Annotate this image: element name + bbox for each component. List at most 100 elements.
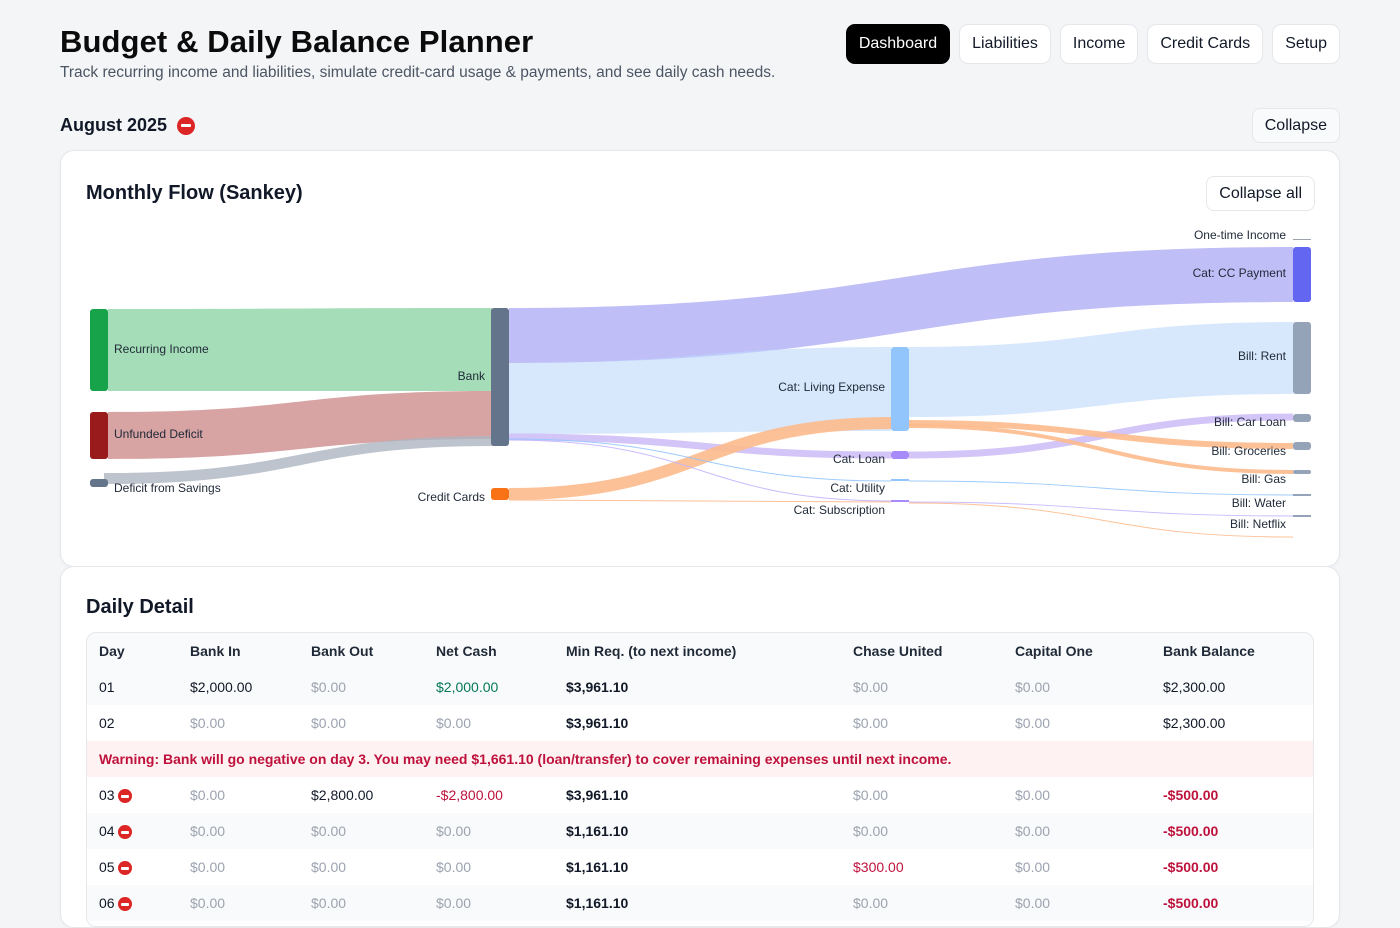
col-net-cash[interactable]: Net Cash xyxy=(424,633,554,669)
link-bank-subscription xyxy=(508,439,892,502)
label-bill-gas: Bill: Gas xyxy=(1241,472,1286,486)
col-day[interactable]: Day xyxy=(87,633,178,669)
no-entry-icon xyxy=(118,825,133,840)
sankey-card: Monthly Flow (Sankey) Collapse all xyxy=(60,150,1340,567)
table-row: 05 $0.00 $0.00 $0.00 $1,161.10 $300.00 $… xyxy=(87,849,1313,885)
node-deficit-savings[interactable] xyxy=(90,479,108,487)
col-min-req[interactable]: Min Req. (to next income) xyxy=(554,633,841,669)
node-credit-cards[interactable] xyxy=(491,488,509,500)
balance-cell: -$500.00 xyxy=(1151,813,1313,849)
bank-out-cell: $0.00 xyxy=(299,813,424,849)
month-title-group: August 2025 xyxy=(60,115,196,136)
node-unfunded-deficit[interactable] xyxy=(90,412,108,459)
nav-setup-button[interactable]: Setup xyxy=(1272,24,1340,64)
daily-detail-table: Day Bank In Bank Out Net Cash Min Req. (… xyxy=(87,633,1313,921)
bank-out-cell: $0.00 xyxy=(299,669,424,705)
link-cc-subscription xyxy=(508,499,892,503)
node-bill-gas[interactable] xyxy=(1293,470,1311,474)
chase-cell: $0.00 xyxy=(841,813,1003,849)
label-deficit-savings: Deficit from Savings xyxy=(114,481,221,495)
link-cc-other xyxy=(908,502,1294,538)
link-living-rent xyxy=(909,322,1293,417)
col-bank-balance[interactable]: Bank Balance xyxy=(1151,633,1313,669)
nav-income-button[interactable]: Income xyxy=(1059,24,1139,64)
day-cell: 04 xyxy=(87,813,178,849)
net-cash-cell: $0.00 xyxy=(436,859,472,875)
day-label: 03 xyxy=(99,786,115,803)
day-cell: 05 xyxy=(87,849,178,885)
day-label: 04 xyxy=(99,822,115,839)
balance-cell: -$500.00 xyxy=(1151,885,1313,921)
node-cat-loan[interactable] xyxy=(891,451,909,459)
no-entry-icon xyxy=(177,116,196,135)
nav-liabilities-button[interactable]: Liabilities xyxy=(959,24,1051,64)
node-bill-rent[interactable] xyxy=(1293,322,1311,394)
node-bill-groceries[interactable] xyxy=(1293,442,1311,450)
label-cat-living: Cat: Living Expense xyxy=(778,380,885,394)
bank-out-cell: $0.00 xyxy=(299,885,424,921)
chase-cell: $0.00 xyxy=(841,669,1003,705)
warning-row: Warning: Bank will go negative on day 3.… xyxy=(87,741,1313,777)
bank-in-cell: $0.00 xyxy=(190,859,226,875)
col-bank-out[interactable]: Bank Out xyxy=(299,633,424,669)
node-cat-cc-payment[interactable] xyxy=(1293,247,1311,302)
sankey-title: Monthly Flow (Sankey) xyxy=(86,182,303,204)
capone-cell: $0.00 xyxy=(1015,787,1051,803)
bank-in-cell: $0.00 xyxy=(190,787,226,803)
bank-out-cell: $0.00 xyxy=(311,715,347,731)
link-deficit-bank xyxy=(108,391,492,459)
node-recurring-income[interactable] xyxy=(90,309,108,391)
nav-dashboard-button[interactable]: Dashboard xyxy=(845,24,951,64)
col-chase-united[interactable]: Chase United xyxy=(841,633,1003,669)
collapse-month-button[interactable]: Collapse xyxy=(1251,108,1340,143)
table-row: 04 $0.00 $0.00 $0.00 $1,161.10 $0.00 $0.… xyxy=(87,813,1313,849)
col-bank-in[interactable]: Bank In xyxy=(178,633,299,669)
daily-detail-table-wrap: Day Bank In Bank Out Net Cash Min Req. (… xyxy=(86,632,1314,927)
node-one-time-income[interactable] xyxy=(1293,239,1311,240)
main-nav: Dashboard Liabilities Income Credit Card… xyxy=(845,24,1340,64)
table-row: 01 $2,000.00 $0.00 $2,000.00 $3,961.10 $… xyxy=(87,669,1313,705)
link-bank-ccpay xyxy=(509,247,1293,363)
capone-cell: $0.00 xyxy=(1015,859,1051,875)
day-cell: 01 xyxy=(87,669,178,705)
bank-out-cell: $0.00 xyxy=(311,859,347,875)
label-credit-cards: Credit Cards xyxy=(418,490,485,504)
node-bank[interactable] xyxy=(491,308,509,446)
nav-credit-cards-button[interactable]: Credit Cards xyxy=(1147,24,1264,64)
page-title: Budget & Daily Balance Planner xyxy=(60,24,534,59)
capone-cell: $0.00 xyxy=(1003,813,1151,849)
link-bank-utility xyxy=(508,438,892,482)
col-capital-one[interactable]: Capital One xyxy=(1003,633,1151,669)
node-bill-car-loan[interactable] xyxy=(1293,414,1311,422)
label-unfunded-deficit: Unfunded Deficit xyxy=(114,427,203,441)
node-cat-living[interactable] xyxy=(891,347,909,431)
min-req-cell: $1,161.10 xyxy=(554,885,841,921)
no-entry-icon xyxy=(118,897,133,912)
month-title: August 2025 xyxy=(60,115,168,135)
page-header: Budget & Daily Balance Planner Track rec… xyxy=(60,24,1340,94)
chase-cell: $0.00 xyxy=(853,787,889,803)
label-bill-water: Bill: Water xyxy=(1232,496,1286,510)
day-label: 06 xyxy=(99,894,115,911)
node-cat-subscription[interactable] xyxy=(891,500,909,502)
table-row: 03 $0.00 $2,800.00 -$2,800.00 $3,961.10 … xyxy=(87,777,1313,813)
net-cash-cell: $0.00 xyxy=(436,715,472,731)
node-cat-utility[interactable] xyxy=(891,479,909,481)
link-subscription-netflix xyxy=(908,501,1294,517)
capone-cell: $0.00 xyxy=(1003,669,1151,705)
node-bill-water[interactable] xyxy=(1293,494,1311,496)
label-bill-groceries: Bill: Groceries xyxy=(1211,444,1286,458)
bank-in-cell: $0.00 xyxy=(190,715,226,731)
balance-cell: -$500.00 xyxy=(1163,859,1219,875)
net-cash-cell: $2,000.00 xyxy=(424,669,554,705)
daily-detail-title: Daily Detail xyxy=(86,596,194,618)
chase-cell: $300.00 xyxy=(853,859,904,875)
collapse-all-button[interactable]: Collapse all xyxy=(1206,176,1315,211)
link-utility-water xyxy=(908,480,1294,496)
label-cat-subscription: Cat: Subscription xyxy=(794,503,885,517)
link-cc-living xyxy=(508,417,892,500)
day-label: 05 xyxy=(99,858,115,875)
sankey-diagram: Recurring Income Unfunded Deficit Defici… xyxy=(90,228,1311,538)
chase-cell: $0.00 xyxy=(841,885,1003,921)
node-bill-netflix[interactable] xyxy=(1293,515,1311,517)
